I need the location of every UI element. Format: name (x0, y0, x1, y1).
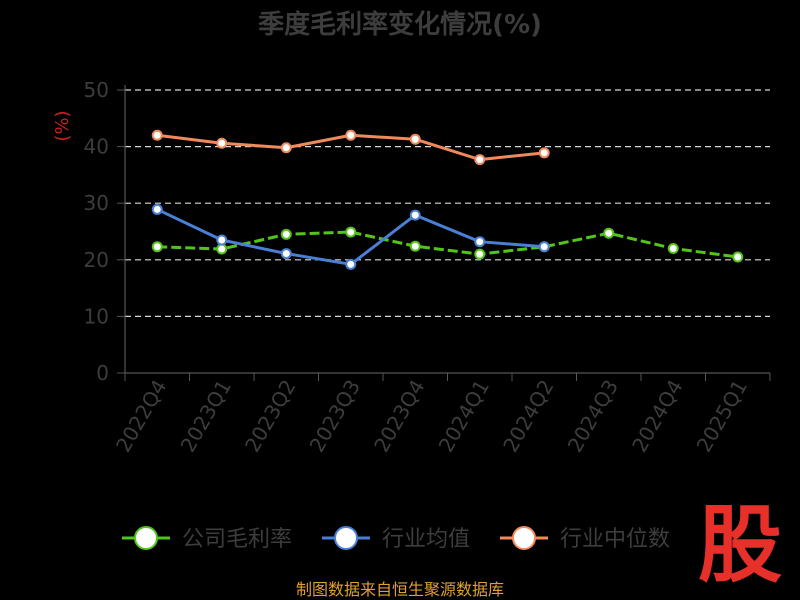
x-tick-label: 2024Q2 (498, 376, 558, 457)
y-axis-label: (%) (52, 110, 73, 141)
x-tick-label: 2023Q1 (176, 376, 236, 457)
x-tick-label: 2024Q4 (627, 376, 687, 457)
data-point (345, 129, 357, 141)
data-point (474, 248, 486, 260)
legend: 公司毛利率 行业均值 行业中位数 (122, 526, 670, 552)
y-tick-label: 0 (96, 361, 109, 385)
data-point (345, 258, 357, 270)
legend-label: 行业均值 (382, 527, 470, 552)
y-tick-label: 20 (84, 248, 109, 272)
y-tick-label: 30 (84, 191, 109, 215)
y-tick-label: 50 (84, 78, 109, 102)
legend-label: 公司毛利率 (182, 527, 292, 552)
x-tick-label: 2024Q3 (563, 376, 623, 457)
data-point (538, 241, 550, 253)
data-point (603, 227, 615, 239)
x-tick-label: 2022Q4 (111, 376, 171, 457)
grid-lines (125, 89, 770, 317)
data-point (409, 209, 421, 221)
data-point (216, 137, 228, 149)
data-point (280, 248, 292, 260)
series-lines (151, 129, 744, 270)
data-point (151, 241, 163, 253)
legend-label: 行业中位数 (560, 527, 670, 552)
x-tick-label: 2025Q1 (692, 376, 752, 457)
data-point (280, 142, 292, 154)
data-point (409, 133, 421, 145)
data-point (151, 203, 163, 215)
x-tick-label: 2024Q1 (434, 376, 494, 457)
legend-marker (134, 526, 158, 550)
legend-marker (512, 526, 536, 550)
data-point (409, 240, 421, 252)
data-point (474, 154, 486, 166)
data-point (538, 147, 550, 159)
brand-logo: 股 (697, 496, 782, 594)
data-point (280, 228, 292, 240)
data-point (216, 243, 228, 255)
x-tick-label: 2023Q3 (305, 376, 365, 457)
data-point (345, 226, 357, 238)
y-tick-label: 40 (84, 135, 109, 159)
x-tick-label: 2023Q2 (240, 376, 300, 457)
chart-title: 季度毛利率变化情况(%) (258, 10, 542, 40)
data-point (151, 129, 163, 141)
source-note: 制图数据来自恒生聚源数据库 (295, 580, 504, 599)
data-point (667, 242, 679, 254)
data-point (732, 251, 744, 263)
data-point (216, 234, 228, 246)
x-tick-label: 2023Q4 (369, 376, 429, 457)
legend-marker (334, 526, 358, 550)
data-point (474, 236, 486, 248)
y-tick-label: 10 (84, 304, 109, 328)
series-line (157, 230, 738, 259)
